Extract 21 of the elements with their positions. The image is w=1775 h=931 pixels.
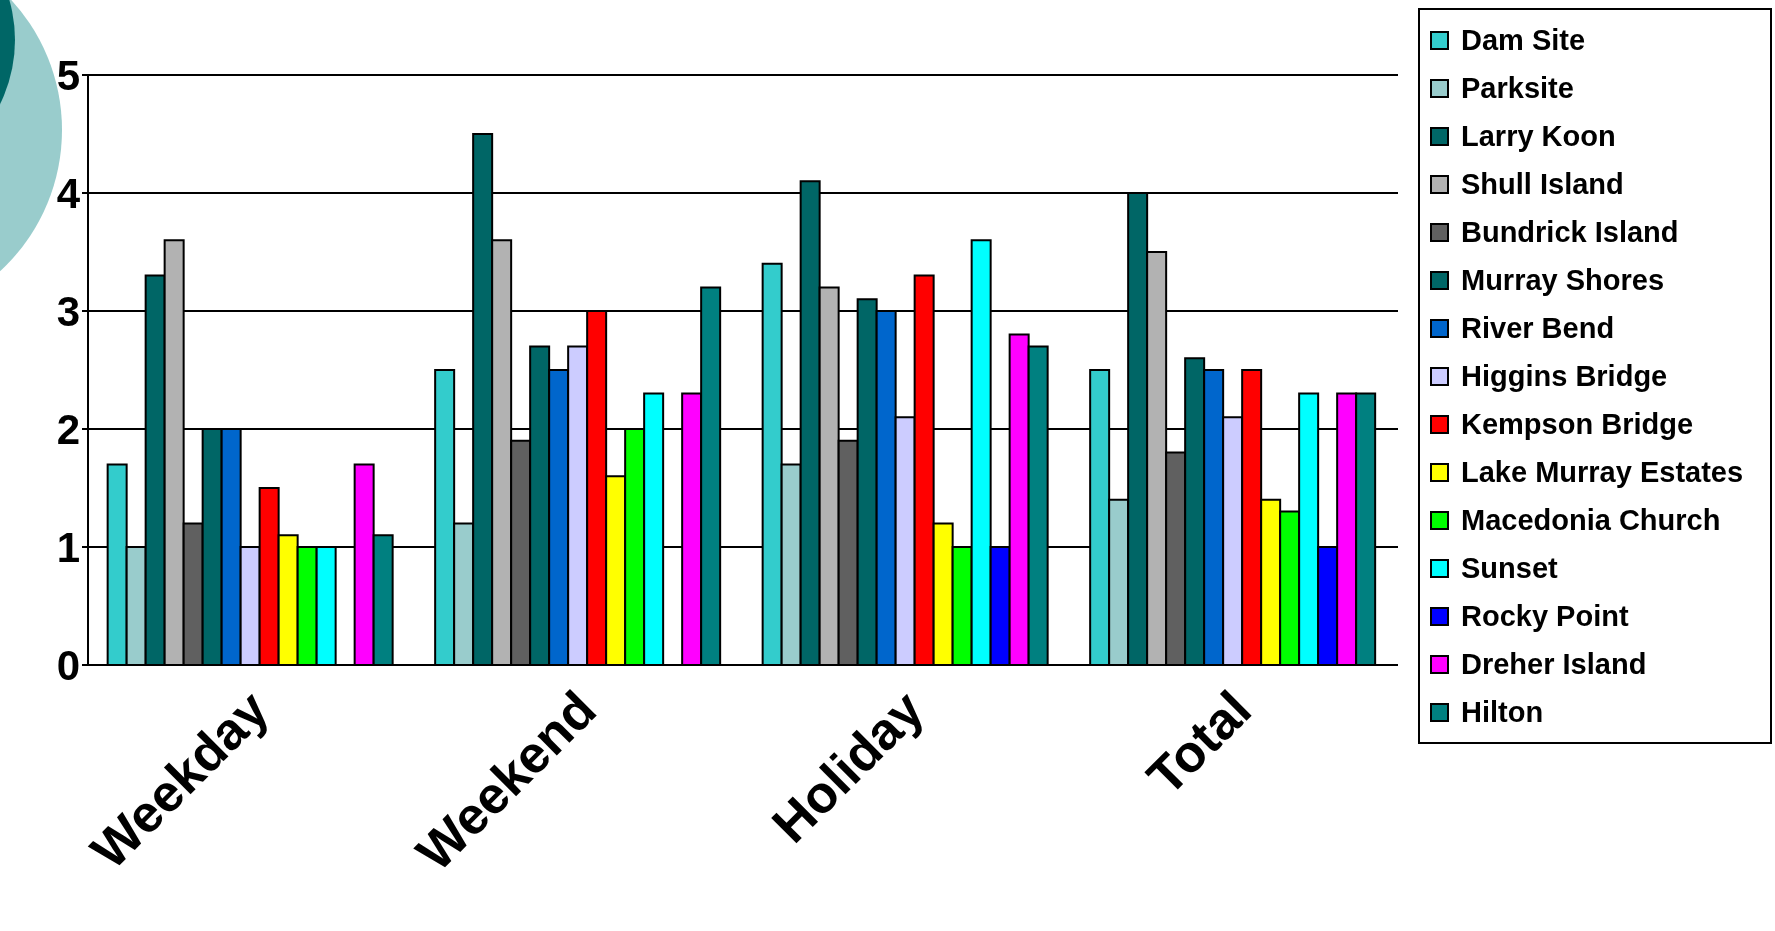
y-tick-label: 1 [56,523,80,571]
legend-label: Sunset [1461,551,1558,585]
legend-label: Dreher Island [1461,647,1647,681]
legend-label: Shull Island [1461,167,1624,201]
legend-label: Rocky Point [1461,599,1629,633]
y-tick-label: 4 [56,169,81,217]
legend-label: Higgins Bridge [1461,359,1668,393]
legend-label: Larry Koon [1461,119,1616,153]
legend-label: Bundrick Island [1461,215,1679,249]
y-tick-label: 5 [56,51,80,99]
legend-label: Hilton [1461,695,1544,729]
legend-label: River Bend [1461,311,1615,345]
y-tick-label: 2 [56,405,80,453]
legend-label: Macedonia Church [1461,503,1721,537]
legend-label: Kempson Bridge [1461,407,1694,441]
legend-label: Dam Site [1461,23,1586,57]
legend-label: Parksite [1461,71,1574,105]
legend-label: Murray Shores [1461,263,1665,297]
legend-label: Lake Murray Estates [1461,455,1744,489]
y-tick-label: 0 [56,641,80,689]
y-tick-label: 3 [56,287,80,335]
